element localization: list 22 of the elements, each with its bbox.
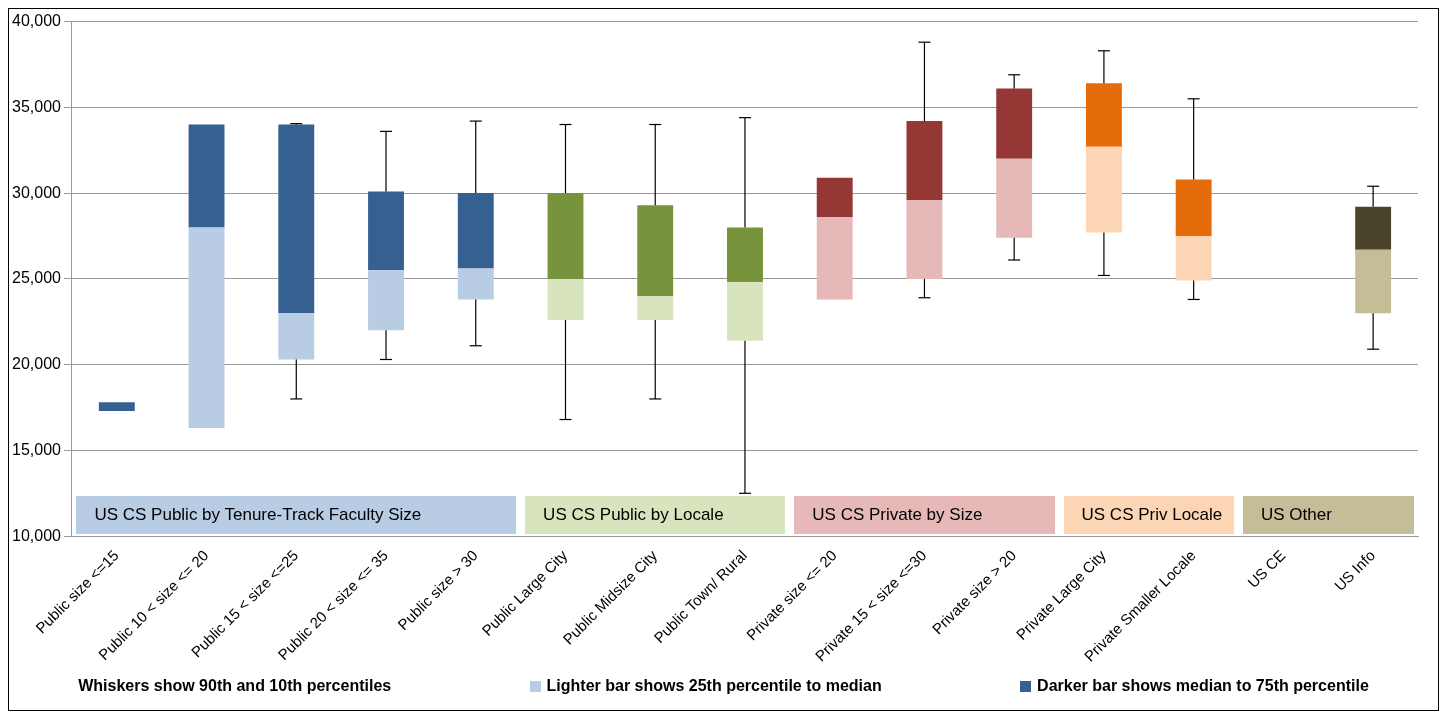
annotation: US CS Private by Size	[812, 505, 983, 526]
group-label: US CS Public by Tenure-Track Faculty Size	[76, 496, 517, 535]
x-tick-label: US CE	[1244, 546, 1289, 591]
y-tick-label: 40,000	[12, 12, 62, 30]
y-tick-label: 35,000	[12, 97, 62, 115]
group-label: US CS Public by Locale	[525, 496, 786, 535]
y-tick-label: 25,000	[12, 269, 62, 287]
y-tick-label: 30,000	[12, 183, 62, 201]
annotation: US CS Priv Locale	[1081, 505, 1223, 526]
group-label: US CS Private by Size	[794, 496, 1055, 535]
y-tick-label: 10,000	[12, 526, 62, 544]
text: Whiskers show 90th and 10th percentiles	[78, 677, 392, 695]
group-label: US CS Priv Locale	[1063, 496, 1235, 535]
y-tick-label: 20,000	[12, 355, 62, 373]
group-label: US Other	[1243, 496, 1414, 535]
text: Lighter bar shows 25th percentile to median	[546, 677, 882, 695]
text: Darker bar shows median to 75th percentile	[1037, 677, 1369, 695]
y-tick-label: 15,000	[12, 440, 62, 458]
annotation: US CS Public by Locale	[543, 505, 724, 526]
x-tick-label: US Info	[1330, 546, 1379, 594]
annotation: US Other	[1261, 505, 1332, 526]
annotation: US CS Public by Tenure-Track Faculty Size	[94, 505, 422, 526]
